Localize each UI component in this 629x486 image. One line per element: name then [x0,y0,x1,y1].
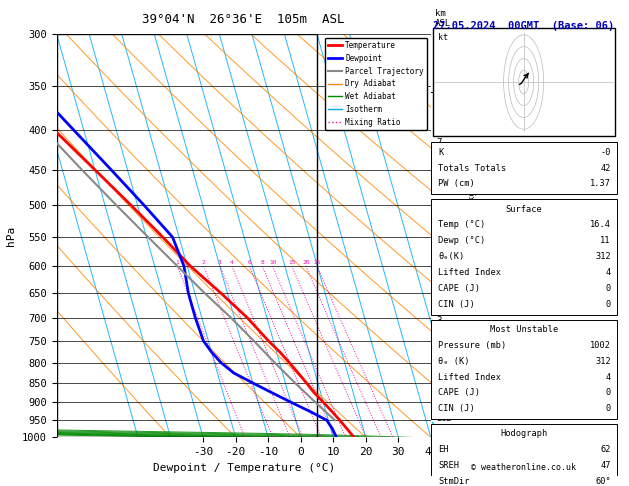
Text: 16.4: 16.4 [590,221,611,229]
Text: CIN (J): CIN (J) [438,404,475,413]
Text: θₑ(K): θₑ(K) [438,252,465,261]
Legend: Temperature, Dewpoint, Parcel Trajectory, Dry Adiabat, Wet Adiabat, Isotherm, Mi: Temperature, Dewpoint, Parcel Trajectory… [325,38,427,130]
Text: SREH: SREH [438,461,459,470]
Text: 1.37: 1.37 [590,179,611,189]
Text: 7: 7 [437,138,442,147]
Text: Lifted Index: Lifted Index [438,373,501,382]
Text: StmDir: StmDir [438,477,470,486]
Text: Totals Totals: Totals Totals [438,163,507,173]
Text: 15: 15 [288,260,296,265]
Bar [430,142,617,194]
Text: 10: 10 [269,260,276,265]
Bar [430,424,617,486]
Text: Temp (°C): Temp (°C) [438,221,486,229]
Text: © weatheronline.co.uk: © weatheronline.co.uk [471,463,576,471]
Text: CAPE (J): CAPE (J) [438,284,481,293]
Text: 1: 1 [175,260,179,265]
Text: 8: 8 [437,88,442,97]
Text: K: K [438,148,443,156]
Text: 312: 312 [595,357,611,365]
Text: θₑ (K): θₑ (K) [438,357,470,365]
Text: Pressure (mb): Pressure (mb) [438,341,507,350]
Text: 2: 2 [202,260,206,265]
Text: Lifted Index: Lifted Index [438,268,501,277]
Text: 25: 25 [313,260,321,265]
Text: 6: 6 [437,186,442,194]
Text: 4: 4 [606,373,611,382]
Text: 62: 62 [600,445,611,454]
Text: 0: 0 [606,300,611,309]
Text: 8: 8 [260,260,264,265]
Text: Most Unstable: Most Unstable [489,325,558,334]
Text: km
ASL: km ASL [435,9,451,28]
X-axis label: Dewpoint / Temperature (°C): Dewpoint / Temperature (°C) [153,463,335,473]
Text: 4: 4 [606,268,611,277]
Text: Mixing Ratio (g/kg): Mixing Ratio (g/kg) [467,185,477,287]
Text: 0: 0 [606,388,611,398]
Text: 5: 5 [437,229,442,239]
Text: LCL: LCL [437,414,452,423]
Text: 39°04'N  26°36'E  105m  ASL: 39°04'N 26°36'E 105m ASL [143,13,345,26]
Text: CAPE (J): CAPE (J) [438,388,481,398]
Bar [433,28,615,136]
Text: 60°: 60° [595,477,611,486]
Text: 4: 4 [437,273,442,282]
Text: 1: 1 [437,396,442,405]
Text: 27.05.2024  00GMT  (Base: 06): 27.05.2024 00GMT (Base: 06) [433,21,615,32]
Bar [430,319,617,419]
Text: 0: 0 [606,284,611,293]
Text: 42: 42 [600,163,611,173]
Text: 3: 3 [218,260,222,265]
Text: kt: kt [438,33,448,42]
Text: 312: 312 [595,252,611,261]
Text: Surface: Surface [505,205,542,213]
Text: 20: 20 [302,260,309,265]
Text: 2: 2 [437,356,442,365]
Text: -0: -0 [600,148,611,156]
Text: 47: 47 [600,461,611,470]
Text: 0: 0 [606,404,611,413]
Text: 1002: 1002 [590,341,611,350]
Text: 4: 4 [230,260,234,265]
Y-axis label: hPa: hPa [6,226,16,246]
Text: Dewp (°C): Dewp (°C) [438,236,486,245]
Text: PW (cm): PW (cm) [438,179,475,189]
Text: 6: 6 [248,260,252,265]
Text: EH: EH [438,445,449,454]
Text: 11: 11 [600,236,611,245]
Text: 3: 3 [437,316,442,325]
Text: Hodograph: Hodograph [500,430,547,438]
Bar [430,199,617,315]
Text: CIN (J): CIN (J) [438,300,475,309]
